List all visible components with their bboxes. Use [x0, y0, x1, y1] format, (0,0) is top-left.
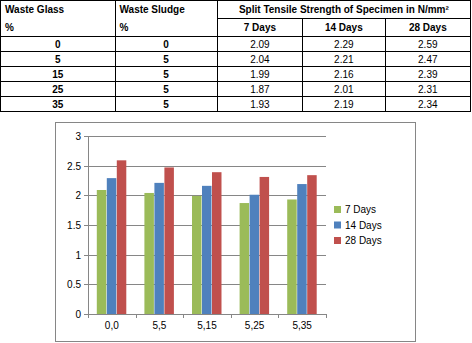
bar — [97, 190, 106, 314]
table-cell: 28 Days — [385, 19, 470, 37]
table-cell: 15 — [1, 67, 116, 82]
table-cell: 25 — [1, 82, 116, 97]
x-tick-label: 5,25 — [245, 320, 265, 331]
y-axis — [88, 136, 89, 314]
table-cell: Split Tensile Strength of Specimen in N/… — [217, 1, 470, 19]
table-cell: 5 — [115, 67, 217, 82]
bar — [202, 186, 211, 314]
bar — [307, 175, 316, 314]
grid-line — [88, 314, 326, 315]
table-cell: % — [1, 19, 116, 37]
y-tick-label: 3 — [75, 131, 81, 142]
legend-swatch — [334, 237, 341, 244]
table-cell: Waste Sludge — [115, 1, 217, 19]
tick-mark — [84, 136, 88, 137]
bar — [287, 199, 296, 314]
bar — [192, 196, 201, 314]
legend-label: 14 Days — [345, 220, 382, 231]
table-row: %%7 Days14 Days28 Days — [1, 19, 471, 37]
bar — [154, 183, 163, 314]
table-cell: 2.01 — [303, 82, 386, 97]
table-cell: 5 — [115, 82, 217, 97]
table-cell: 2.59 — [385, 37, 470, 52]
bar — [117, 160, 126, 314]
x-tick-mark — [326, 314, 327, 318]
bar — [107, 178, 116, 314]
table-cell: 0 — [1, 37, 116, 52]
data-table: Waste GlassWaste SludgeSplit Tensile Str… — [0, 0, 471, 112]
y-tick-label: 0 — [75, 309, 81, 320]
tick-mark — [84, 195, 88, 196]
bar — [297, 184, 306, 314]
bar — [260, 177, 269, 314]
table-cell: 5 — [115, 97, 217, 112]
table-cell: 0 — [115, 37, 217, 52]
x-tick-label: 5,15 — [197, 320, 217, 331]
grid-line — [88, 136, 326, 137]
table-cell: 1.93 — [217, 97, 302, 112]
table-cell: 2.47 — [385, 52, 470, 67]
chart-frame — [56, 123, 416, 342]
tick-mark — [84, 314, 88, 315]
table-cell: 2.16 — [303, 67, 386, 82]
table-cell: 2.39 — [385, 67, 470, 82]
y-tick-label: 2.5 — [67, 161, 81, 172]
chart: 00.511.522.530,05,55,155,255,357 Days14 … — [0, 0, 472, 343]
legend-label: 28 Days — [345, 235, 382, 246]
table-row: Waste GlassWaste SludgeSplit Tensile Str… — [1, 1, 471, 19]
table-cell: 2.09 — [217, 37, 302, 52]
tick-mark — [84, 284, 88, 285]
bar — [250, 195, 259, 314]
table-cell: 1.87 — [217, 82, 302, 97]
legend-label: 7 Days — [345, 204, 376, 215]
table-cell: % — [115, 19, 217, 37]
table-row: 1551.992.162.39 — [1, 67, 471, 82]
table-row: 002.092.292.59 — [1, 37, 471, 52]
y-tick-label: 2 — [75, 190, 81, 201]
bar — [144, 193, 153, 314]
x-tick-label: 0,0 — [105, 320, 119, 331]
tick-mark — [84, 166, 88, 167]
x-tick-label: 5,5 — [152, 320, 166, 331]
table-cell: 2.29 — [303, 37, 386, 52]
table-cell: 2.19 — [303, 97, 386, 112]
table-row: 552.042.212.47 — [1, 52, 471, 67]
table-row: 3551.932.192.34 — [1, 97, 471, 112]
table-cell: 5 — [1, 52, 116, 67]
tick-mark — [84, 255, 88, 256]
table-cell: 2.34 — [385, 97, 470, 112]
bar — [164, 167, 173, 314]
bar — [212, 172, 221, 314]
y-tick-label: 1 — [75, 250, 81, 261]
table-cell: 1.99 — [217, 67, 302, 82]
table-cell: 7 Days — [217, 19, 302, 37]
table-cell: 14 Days — [303, 19, 386, 37]
x-tick-label: 5,35 — [292, 320, 312, 331]
table-cell: 2.31 — [385, 82, 470, 97]
table-cell: 2.04 — [217, 52, 302, 67]
bars — [97, 160, 317, 314]
bar — [240, 203, 249, 314]
table-cell: 35 — [1, 97, 116, 112]
legend-swatch — [334, 222, 341, 229]
table-cell: 5 — [115, 52, 217, 67]
table-row: 2551.872.012.31 — [1, 82, 471, 97]
table-cell: 2.21 — [303, 52, 386, 67]
y-tick-label: 0.5 — [67, 279, 81, 290]
legend-swatch — [334, 206, 341, 213]
tick-mark — [84, 225, 88, 226]
table-cell: Waste Glass — [1, 1, 116, 19]
y-tick-label: 1.5 — [67, 220, 81, 231]
x-axis — [88, 314, 326, 315]
